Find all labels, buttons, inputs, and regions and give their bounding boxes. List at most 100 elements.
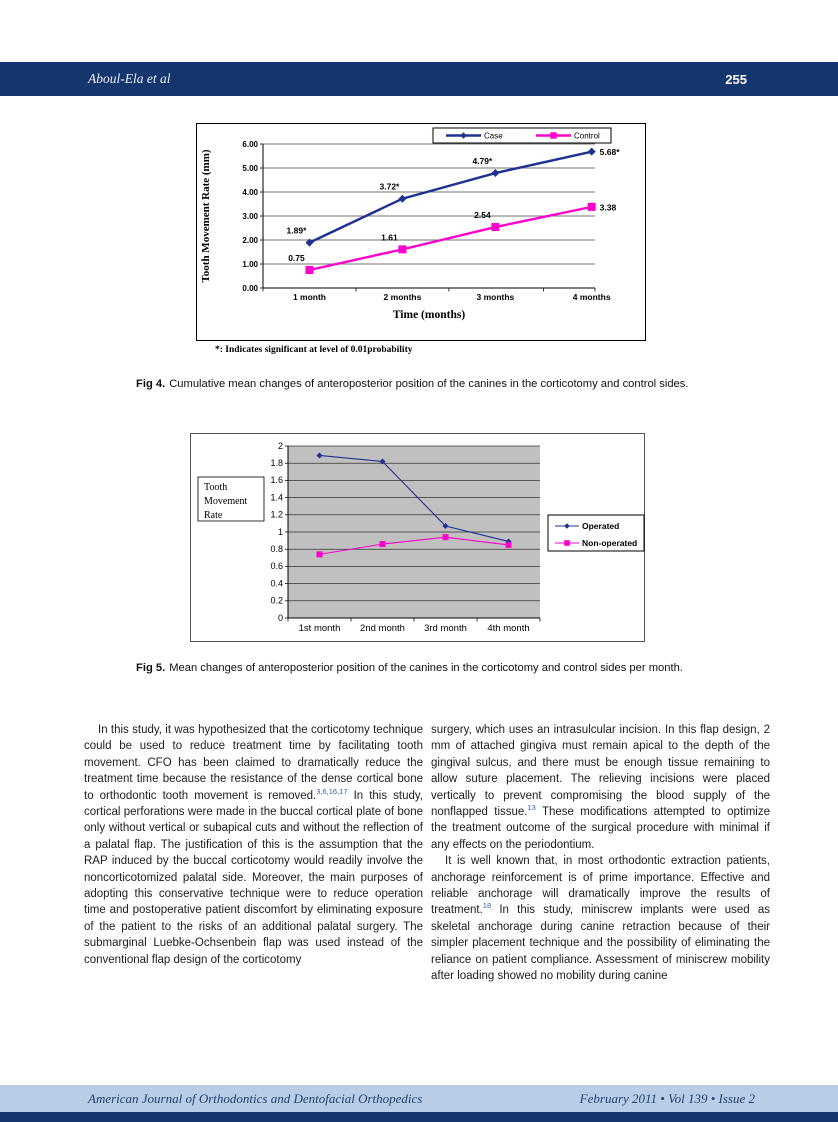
y-tick-label: 0.4 [270, 578, 283, 588]
square-marker [305, 266, 314, 274]
y-axis-title-box [197, 476, 265, 522]
header-page-number: 255 [725, 71, 747, 87]
body-paragraph: In this study, it was hypothesized that … [84, 724, 423, 966]
x-category-label: 2nd month [360, 623, 405, 634]
y-tick-label: 1.2 [270, 510, 283, 520]
legend-label: Operated [582, 521, 619, 531]
chart-frame [196, 123, 646, 341]
series-line [308, 150, 592, 244]
y-tick-label: 0.2 [270, 596, 283, 606]
fig5-caption-label: Fig 5. [136, 662, 166, 674]
y-axis-title-line: Movement [204, 496, 248, 507]
fig5-caption-text: Mean changes of anteroposterior position… [169, 662, 683, 674]
x-category-label: 4th month [487, 623, 529, 634]
x-category-label: 2 months [384, 292, 422, 302]
fig4-chart-container: 0.00 1.00 2.00 3.00 4.00 5.00 6.00 1 month 2 mon… [196, 123, 646, 346]
diamond-marker [305, 238, 314, 247]
data-point-label: 5.68* [600, 147, 621, 157]
x-category-label: 3rd month [424, 623, 467, 634]
diamond-marker [587, 147, 596, 156]
data-point-label: 2.54 [474, 210, 491, 220]
legend-label: Control [574, 131, 600, 140]
square-marker [379, 541, 386, 548]
chart-legend: Operated Non-operated [547, 514, 645, 552]
square-marker [398, 245, 407, 254]
data-point-label: 4.79* [472, 156, 493, 166]
chart-legend: Case Control [432, 127, 612, 144]
operated-series [316, 452, 512, 545]
citation-superscript: 18 [482, 901, 492, 911]
citation-superscript: 13 [527, 803, 536, 813]
y-tick-label: 0.6 [270, 561, 283, 571]
footer-issue-info: February 2011 • Vol 139 • Issue 2 [579, 1090, 755, 1106]
y-tick-label: 4.00 [242, 188, 258, 197]
y-tick-label: 5.00 [242, 164, 258, 173]
legend-label: Case [484, 131, 503, 140]
diamond-marker [505, 538, 512, 545]
fig4-caption-label: Fig 4. [136, 378, 166, 390]
footer-journal-name: American Journal of Orthodontics and Den… [88, 1090, 423, 1106]
legend-box [547, 514, 645, 552]
page-header-bar: Aboul-Ela et al 255 [0, 62, 838, 96]
series-line [319, 454, 509, 542]
fig4-significance-footnote: *: Indicates significant at level of 0.0… [215, 345, 413, 355]
y-tick-label: 0.8 [270, 544, 283, 554]
y-tick-label: 1.6 [270, 475, 283, 485]
non-operated-series [316, 534, 512, 558]
y-tick-label: 2.00 [242, 236, 258, 245]
control-series: 0.75 1.61 2.54 3.38 [288, 202, 616, 274]
legend-label: Non-operated [582, 538, 637, 548]
y-tick-label: 0.00 [242, 284, 258, 293]
y-tick-label: 2 [278, 441, 283, 451]
square-marker [442, 534, 449, 541]
header-author: Aboul-Ela et al [88, 71, 171, 86]
diamond-marker [442, 522, 449, 529]
citation-superscript: 3,6,16,17 [316, 786, 348, 796]
y-tick-label: 3.00 [242, 212, 258, 221]
y-tick-label: 0 [278, 613, 283, 623]
body-paragraph: surgery, which uses an intrasulcular inc… [431, 724, 770, 851]
square-marker [491, 223, 500, 232]
fig4-caption: Fig 4. Cumulative mean changes of anterop… [136, 377, 709, 392]
x-category-label: 1st month [299, 623, 341, 634]
y-tick-label: 1.8 [270, 458, 283, 468]
fig4-line-chart: 0.00 1.00 2.00 3.00 4.00 5.00 6.00 1 month 2 mon… [196, 123, 646, 341]
series-line [309, 205, 592, 272]
diamond-marker [379, 458, 386, 465]
square-marker [564, 540, 570, 546]
y-tick-label: 1.00 [242, 260, 258, 269]
left-column: In this study, it was hypothesized that … [84, 722, 423, 985]
data-point-label: 3.72* [380, 182, 401, 192]
fig5-line-chart: 0 0.2 0.4 0.6 0.8 1 1.2 1.4 1.6 1.8 2 1st month 2nd … [190, 433, 645, 642]
y-tick-label: 6.00 [242, 140, 258, 149]
y-axis-title-line: Tooth [204, 482, 227, 493]
fig4-caption-text: Cumulative mean changes of anteroposteri… [169, 378, 689, 390]
diamond-marker [491, 169, 500, 178]
right-column: surgery, which uses an intrasulcular inc… [431, 722, 770, 985]
x-category-label: 3 months [477, 292, 515, 302]
diamond-marker [316, 452, 323, 459]
page-footer-bar: American Journal of Orthodontics and Den… [0, 1085, 838, 1112]
x-axis-title: Time (months) [393, 309, 465, 321]
square-marker [550, 132, 557, 139]
body-text: In this study, it was hypothesized that … [84, 722, 770, 985]
body-paragraph: It is well known that, in most orthodont… [431, 855, 770, 983]
case-series: 1.89* 3.72* 4.79* 5.68* [287, 147, 621, 247]
data-point-label: 0.75 [288, 253, 305, 263]
square-marker [316, 551, 323, 558]
y-tick-label: 1.4 [270, 492, 283, 502]
diamond-marker [398, 194, 407, 203]
y-axis-title: Tooth Movement Rate (mm) [200, 149, 212, 282]
fig5-chart-container: 0 0.2 0.4 0.6 0.8 1 1.2 1.4 1.6 1.8 2 1st month 2nd … [190, 433, 645, 647]
legend-box [432, 127, 612, 144]
series-line [319, 536, 509, 555]
x-category-label: 4 months [573, 292, 611, 302]
data-point-label: 3.38 [600, 202, 617, 212]
y-axis-title-line: Rate [204, 510, 223, 521]
fig5-caption: Fig 5. Mean changes of anteroposterior po… [136, 661, 714, 676]
data-point-label: 1.89* [287, 226, 308, 236]
footer-navy-strip [0, 1112, 838, 1122]
square-marker [587, 202, 596, 211]
data-point-label: 1.61 [381, 232, 398, 242]
